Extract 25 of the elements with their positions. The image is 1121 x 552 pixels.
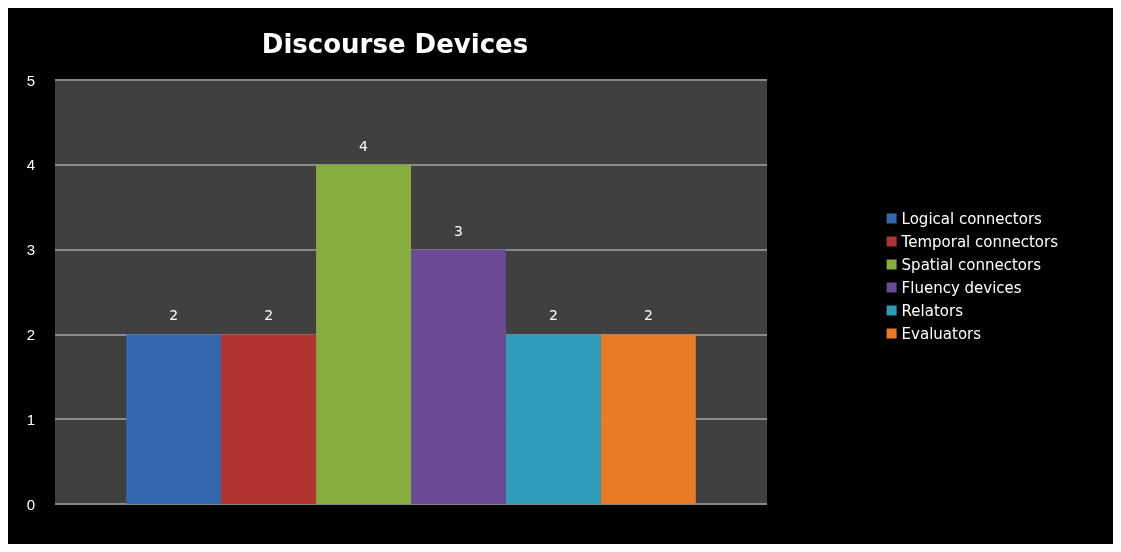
data-label: 3	[454, 222, 463, 239]
bar	[505, 334, 601, 504]
y-tick-label: 3	[26, 241, 35, 259]
y-tick-label: 4	[26, 156, 35, 174]
legend-label: Spatial connectors	[901, 255, 1042, 274]
bar	[411, 249, 506, 504]
bar	[126, 334, 222, 504]
data-label: 2	[548, 307, 558, 324]
bar	[600, 334, 696, 504]
legend-label: Temporal connectors	[900, 232, 1059, 251]
data-label: 2	[169, 307, 179, 324]
bar	[316, 164, 411, 504]
bar	[221, 334, 317, 504]
data-label: 2	[264, 307, 274, 324]
legend-label: Logical connectors	[901, 209, 1043, 228]
legend-label: Relators	[901, 301, 964, 320]
y-tick-label: 5	[26, 71, 35, 89]
y-tick-label: 2	[26, 325, 35, 343]
legend-label: Evaluators	[901, 324, 982, 343]
data-label: 4	[359, 137, 369, 154]
chart-title: Discourse Devices	[261, 29, 529, 59]
y-tick-label: 1	[26, 410, 35, 428]
data-label: 2	[643, 307, 653, 324]
legend-label: Fluency devices	[901, 278, 1022, 297]
y-tick-label: 0	[26, 495, 35, 513]
